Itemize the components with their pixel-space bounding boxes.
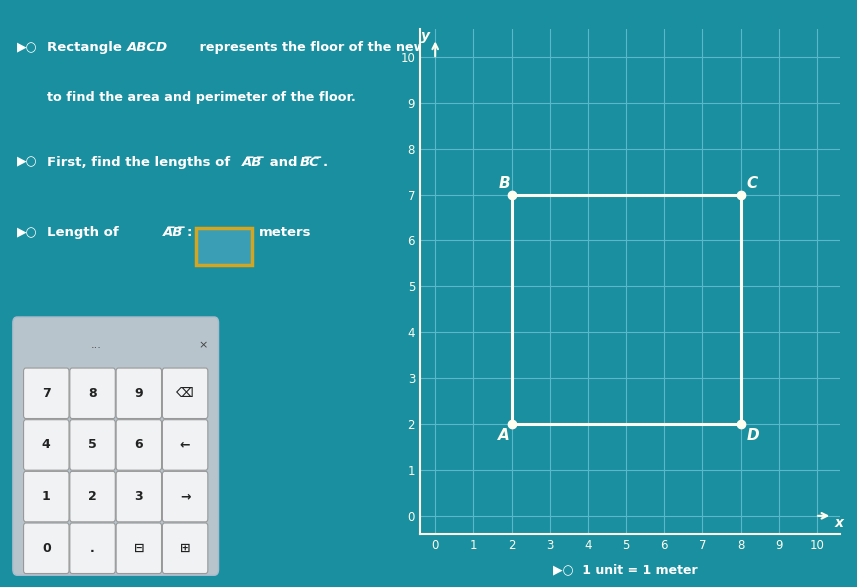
Text: A: A (498, 428, 510, 443)
FancyBboxPatch shape (162, 368, 207, 419)
Text: B̅C̅: B̅C̅ (300, 156, 320, 168)
Text: represents the floor of the new pottery room at Lei’s school. Lei wants: represents the floor of the new pottery … (195, 41, 710, 54)
Text: Length of: Length of (47, 226, 123, 239)
Text: ⌫: ⌫ (177, 387, 194, 400)
FancyBboxPatch shape (162, 471, 207, 522)
Text: 0: 0 (42, 542, 51, 555)
Text: ▶○: ▶○ (17, 226, 38, 239)
Text: 6: 6 (135, 438, 143, 451)
Text: Rectangle: Rectangle (47, 41, 127, 54)
Text: meters: meters (259, 226, 312, 239)
Text: 8: 8 (88, 387, 97, 400)
Text: →: → (180, 490, 190, 503)
FancyBboxPatch shape (117, 471, 161, 522)
FancyBboxPatch shape (69, 368, 115, 419)
Text: .: . (322, 156, 327, 168)
FancyBboxPatch shape (13, 317, 219, 575)
Text: 1: 1 (42, 490, 51, 503)
Text: :: : (187, 226, 192, 239)
FancyBboxPatch shape (69, 420, 115, 470)
FancyBboxPatch shape (23, 420, 69, 470)
FancyBboxPatch shape (117, 368, 161, 419)
Text: ABCD: ABCD (127, 41, 167, 54)
FancyBboxPatch shape (23, 368, 69, 419)
Text: ▶○  1 unit = 1 meter: ▶○ 1 unit = 1 meter (554, 564, 698, 576)
Text: C: C (746, 176, 758, 191)
FancyBboxPatch shape (69, 471, 115, 522)
Text: 7: 7 (42, 387, 51, 400)
Text: B: B (498, 176, 510, 191)
FancyBboxPatch shape (23, 523, 69, 573)
Text: ×: × (199, 340, 208, 350)
Text: ⊞: ⊞ (180, 542, 190, 555)
Text: 4: 4 (42, 438, 51, 451)
Text: ⊟: ⊟ (134, 542, 144, 555)
Text: ▶○: ▶○ (17, 41, 38, 54)
Text: .: . (90, 542, 95, 555)
Text: First, find the lengths of: First, find the lengths of (47, 156, 235, 168)
Text: 5: 5 (88, 438, 97, 451)
FancyBboxPatch shape (23, 471, 69, 522)
FancyBboxPatch shape (117, 523, 161, 573)
Text: and: and (265, 156, 302, 168)
FancyBboxPatch shape (117, 420, 161, 470)
Text: y: y (421, 29, 430, 43)
Text: ...: ... (91, 340, 101, 350)
Text: to find the area and perimeter of the floor.: to find the area and perimeter of the fl… (47, 91, 356, 104)
Text: 3: 3 (135, 490, 143, 503)
Text: 2: 2 (88, 490, 97, 503)
Text: ▶○: ▶○ (17, 156, 38, 168)
Text: A̅B̅: A̅B̅ (163, 226, 183, 239)
Text: A̅B̅: A̅B̅ (242, 156, 262, 168)
Text: ←: ← (180, 438, 190, 451)
Text: D: D (746, 428, 759, 443)
FancyBboxPatch shape (195, 228, 252, 265)
FancyBboxPatch shape (162, 523, 207, 573)
Text: x: x (834, 516, 843, 529)
FancyBboxPatch shape (162, 420, 207, 470)
FancyBboxPatch shape (69, 523, 115, 573)
Text: 9: 9 (135, 387, 143, 400)
